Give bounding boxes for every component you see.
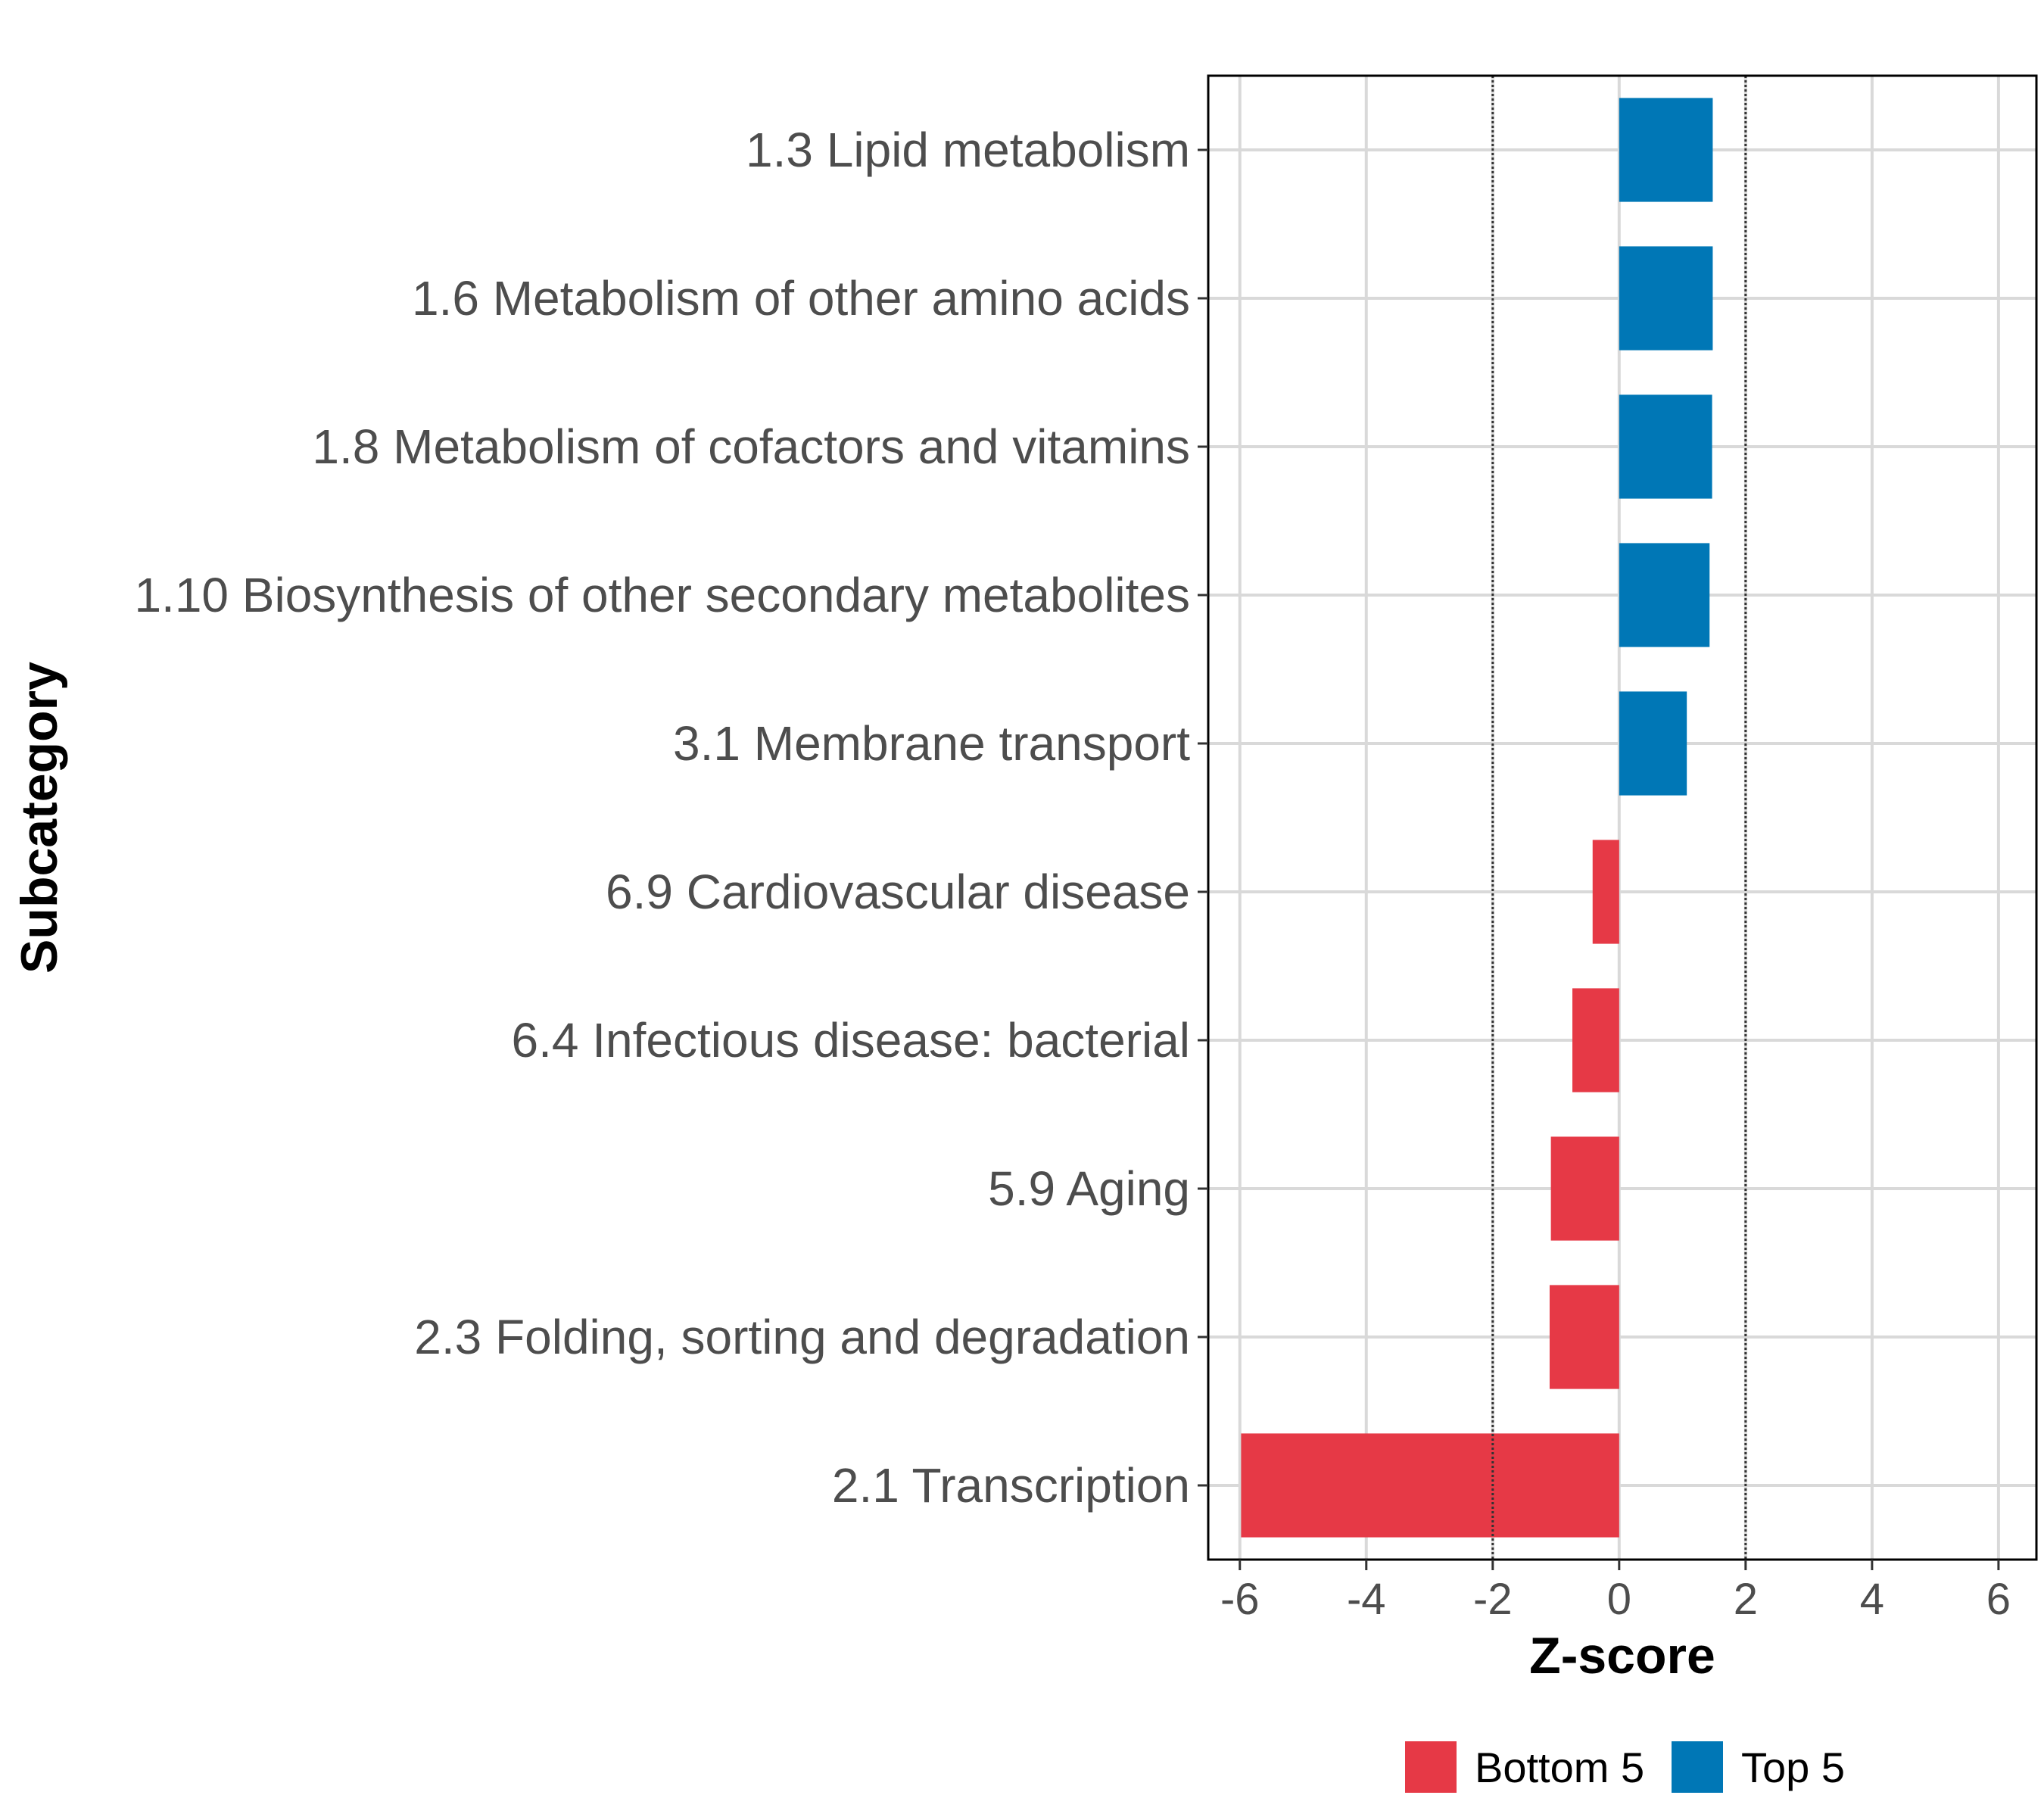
x-tick-label: 6 bbox=[1986, 1575, 2011, 1624]
x-tick-label: -2 bbox=[1473, 1575, 1513, 1624]
x-tick-label: -4 bbox=[1347, 1575, 1386, 1624]
y-tick-label: 2.3 Folding, sorting and degradation bbox=[414, 1310, 1190, 1364]
y-tick-label: 3.1 Membrane transport bbox=[673, 716, 1190, 771]
y-axis: 1.3 Lipid metabolism 1.6 Metabolism of ot… bbox=[134, 123, 1208, 1513]
bar bbox=[1572, 988, 1619, 1092]
bar bbox=[1619, 246, 1713, 351]
x-tick-label: 4 bbox=[1860, 1575, 1884, 1624]
x-axis: -6 -4 -2 0 2 4 6 bbox=[1220, 1560, 2011, 1624]
x-tick-label: 2 bbox=[1734, 1575, 1758, 1624]
x-tick-label: -6 bbox=[1220, 1575, 1260, 1624]
y-tick-label: 6.4 Infectious disease: bacterial bbox=[511, 1013, 1190, 1067]
y-tick-label: 1.6 Metabolism of other amino acids bbox=[412, 271, 1190, 326]
bars bbox=[1241, 98, 1713, 1538]
y-tick-label: 5.9 Aging bbox=[988, 1161, 1190, 1216]
x-tick-label: 0 bbox=[1607, 1575, 1631, 1624]
bar bbox=[1241, 1433, 1619, 1538]
legend-swatch-bottom5 bbox=[1405, 1741, 1457, 1793]
y-tick-label: 1.8 Metabolism of cofactors and vitamins bbox=[312, 419, 1190, 474]
legend-label-bottom5: Bottom 5 bbox=[1475, 1744, 1644, 1791]
legend: Bottom 5 Top 5 bbox=[1405, 1741, 1845, 1793]
bar bbox=[1549, 1285, 1619, 1389]
legend-swatch-top5 bbox=[1672, 1741, 1723, 1793]
reference-lines bbox=[1491, 76, 1747, 1560]
bar bbox=[1619, 543, 1710, 647]
legend-label-top5: Top 5 bbox=[1741, 1744, 1845, 1791]
y-tick-label: 2.1 Transcription bbox=[832, 1458, 1190, 1513]
bar bbox=[1592, 840, 1619, 944]
x-axis-title: Z-score bbox=[1529, 1627, 1715, 1685]
bar bbox=[1550, 1136, 1619, 1241]
y-tick-label: 1.3 Lipid metabolism bbox=[746, 123, 1190, 177]
bar bbox=[1619, 394, 1712, 499]
bar bbox=[1619, 691, 1687, 796]
panel-border bbox=[1207, 74, 2038, 1561]
bar bbox=[1619, 98, 1713, 202]
y-tick-label: 1.10 Biosynthesis of other secondary met… bbox=[134, 568, 1190, 622]
y-axis-title: Subcategory bbox=[11, 662, 68, 974]
y-tick-label: 6.9 Cardiovascular disease bbox=[606, 865, 1190, 919]
